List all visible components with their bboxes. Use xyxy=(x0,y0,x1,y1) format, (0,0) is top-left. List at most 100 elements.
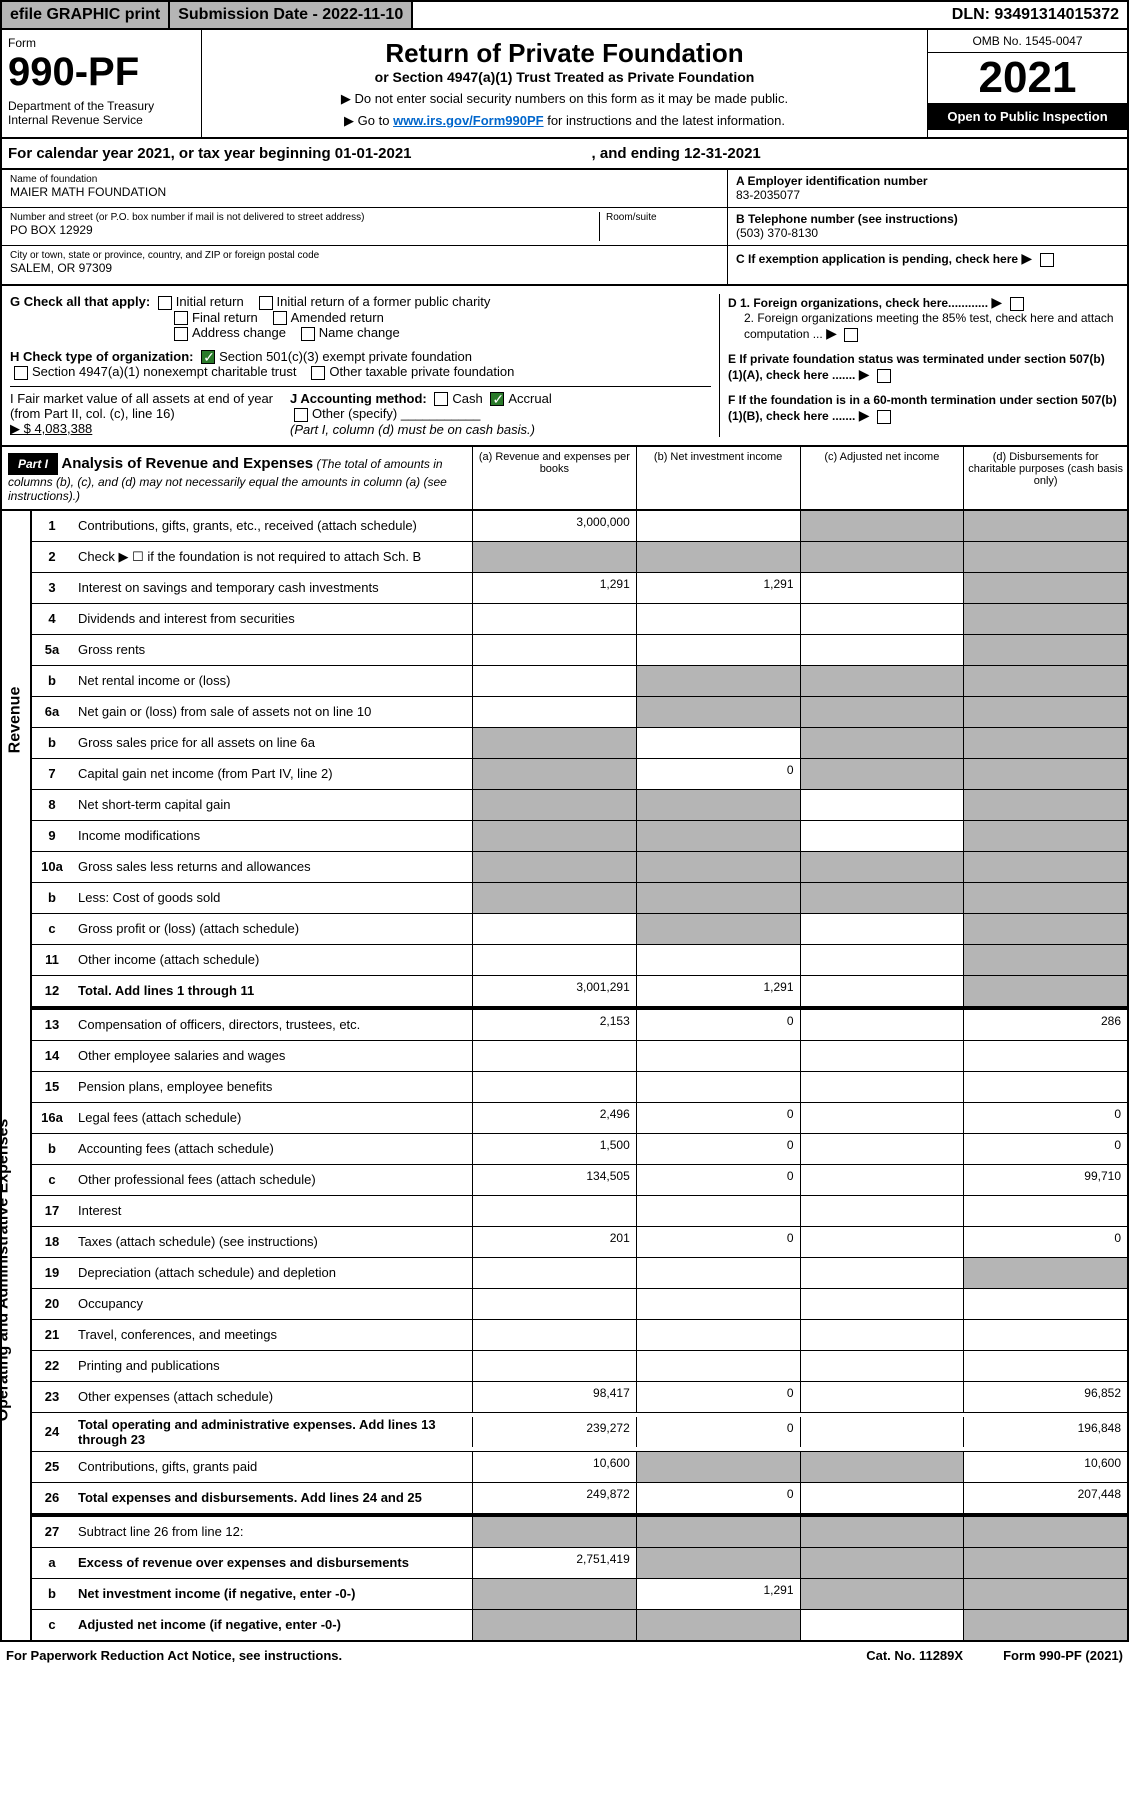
line-description: Total operating and administrative expen… xyxy=(72,1413,472,1451)
line-description: Total expenses and disbursements. Add li… xyxy=(72,1486,472,1509)
cell-c xyxy=(800,852,964,882)
cell-c xyxy=(800,883,964,913)
cell-d xyxy=(963,1320,1127,1350)
cell-d xyxy=(963,1041,1127,1071)
cell-d xyxy=(963,790,1127,820)
checkbox-initial[interactable] xyxy=(158,296,172,310)
cell-d: 286 xyxy=(963,1010,1127,1040)
line-number: 1 xyxy=(32,514,72,537)
cell-b: 1,291 xyxy=(636,1579,800,1609)
checkbox-e[interactable] xyxy=(877,369,891,383)
part1-title: Analysis of Revenue and Expenses xyxy=(61,455,313,472)
checkbox-4947[interactable] xyxy=(14,366,28,380)
cell-b xyxy=(636,1072,800,1102)
revenue-label: Revenue xyxy=(6,687,24,754)
checkbox-other-tax[interactable] xyxy=(311,366,325,380)
checks-left: G Check all that apply: Initial return I… xyxy=(10,294,711,437)
line-number: 19 xyxy=(32,1261,72,1284)
table-row: 21Travel, conferences, and meetings xyxy=(32,1320,1127,1351)
cell-c xyxy=(800,914,964,944)
cell-a: 134,505 xyxy=(472,1165,636,1195)
city-state-zip: SALEM, OR 97309 xyxy=(10,261,719,275)
cell-c xyxy=(800,542,964,572)
table-row: 20Occupancy xyxy=(32,1289,1127,1320)
line-number: 12 xyxy=(32,979,72,1002)
cell-a xyxy=(472,1610,636,1640)
cell-c xyxy=(800,604,964,634)
table-row: 23Other expenses (attach schedule)98,417… xyxy=(32,1382,1127,1413)
checkbox-initial-former[interactable] xyxy=(259,296,273,310)
line-description: Legal fees (attach schedule) xyxy=(72,1106,472,1129)
checkbox-addr-change[interactable] xyxy=(174,327,188,341)
cell-c xyxy=(800,976,964,1006)
cell-d xyxy=(963,573,1127,603)
cell-a xyxy=(472,1579,636,1609)
checkbox-other-method[interactable] xyxy=(294,408,308,422)
table-row: 16aLegal fees (attach schedule)2,49600 xyxy=(32,1103,1127,1134)
checkbox-amended[interactable] xyxy=(273,311,287,325)
cell-c xyxy=(800,945,964,975)
checkbox-final[interactable] xyxy=(174,311,188,325)
addr-label: Number and street (or P.O. box number if… xyxy=(10,212,599,223)
cell-d xyxy=(963,976,1127,1006)
cell-c xyxy=(800,1483,964,1513)
table-row: 14Other employee salaries and wages xyxy=(32,1041,1127,1072)
cell-d xyxy=(963,1072,1127,1102)
cell-d: 96,852 xyxy=(963,1382,1127,1412)
line-description: Occupancy xyxy=(72,1292,472,1315)
cell-c xyxy=(800,1382,964,1412)
footer-right: Form 990-PF (2021) xyxy=(1003,1648,1123,1663)
exemption-cell: C If exemption application is pending, c… xyxy=(728,246,1127,284)
checkbox-name-change[interactable] xyxy=(301,327,315,341)
checkbox-c[interactable] xyxy=(1040,253,1054,267)
phone-cell: B Telephone number (see instructions) (5… xyxy=(728,208,1127,246)
cell-c xyxy=(800,1610,964,1640)
cell-c xyxy=(800,1010,964,1040)
form-label: Form xyxy=(8,36,195,50)
table-row: bNet rental income or (loss) xyxy=(32,666,1127,697)
cell-b xyxy=(636,852,800,882)
note-ssn: ▶ Do not enter social security numbers o… xyxy=(210,91,919,107)
line-description: Travel, conferences, and meetings xyxy=(72,1323,472,1346)
table-row: 1Contributions, gifts, grants, etc., rec… xyxy=(32,511,1127,542)
cell-d xyxy=(963,852,1127,882)
checkbox-d1[interactable] xyxy=(1010,297,1024,311)
line-description: Contributions, gifts, grants, etc., rece… xyxy=(72,514,472,537)
checkbox-d2[interactable] xyxy=(844,328,858,342)
part1-header-row: Part I Analysis of Revenue and Expenses … xyxy=(0,447,1129,511)
part1-title-block: Part I Analysis of Revenue and Expenses … xyxy=(2,447,472,509)
i-label: I Fair market value of all assets at end… xyxy=(10,391,273,421)
d1-label: D 1. Foreign organizations, check here..… xyxy=(728,296,988,310)
c-label: C If exemption application is pending, c… xyxy=(736,252,1018,266)
table-row: cGross profit or (loss) (attach schedule… xyxy=(32,914,1127,945)
irs-link[interactable]: www.irs.gov/Form990PF xyxy=(393,113,544,128)
table-row: 25Contributions, gifts, grants paid10,60… xyxy=(32,1452,1127,1483)
header-center: Return of Private Foundation or Section … xyxy=(202,30,927,137)
line-number: 16a xyxy=(32,1106,72,1129)
line-number: b xyxy=(32,731,72,754)
cell-a xyxy=(472,542,636,572)
table-row: 6aNet gain or (loss) from sale of assets… xyxy=(32,697,1127,728)
page-footer: For Paperwork Reduction Act Notice, see … xyxy=(0,1642,1129,1669)
cell-b: 0 xyxy=(636,1417,800,1447)
line-description: Net gain or (loss) from sale of assets n… xyxy=(72,700,472,723)
opt-amended: Amended return xyxy=(291,310,384,325)
checkbox-cash[interactable] xyxy=(434,392,448,406)
form-number: 990-PF xyxy=(8,50,195,95)
entity-info: Name of foundation MAIER MATH FOUNDATION… xyxy=(0,170,1129,286)
cell-c xyxy=(800,1165,964,1195)
checkbox-accrual[interactable] xyxy=(490,392,504,406)
line-number: b xyxy=(32,1582,72,1605)
j-block: J Accounting method: Cash Accrual Other … xyxy=(290,391,552,437)
cell-d xyxy=(963,1196,1127,1226)
cell-a: 2,751,419 xyxy=(472,1548,636,1578)
cell-c xyxy=(800,1072,964,1102)
table-row: 27Subtract line 26 from line 12: xyxy=(32,1514,1127,1548)
cell-a xyxy=(472,883,636,913)
line-description: Other employee salaries and wages xyxy=(72,1044,472,1067)
checkbox-f[interactable] xyxy=(877,410,891,424)
checkbox-501c3[interactable] xyxy=(201,350,215,364)
address: PO BOX 12929 xyxy=(10,223,599,237)
open-public: Open to Public Inspection xyxy=(928,103,1127,130)
table-row: bNet investment income (if negative, ent… xyxy=(32,1579,1127,1610)
